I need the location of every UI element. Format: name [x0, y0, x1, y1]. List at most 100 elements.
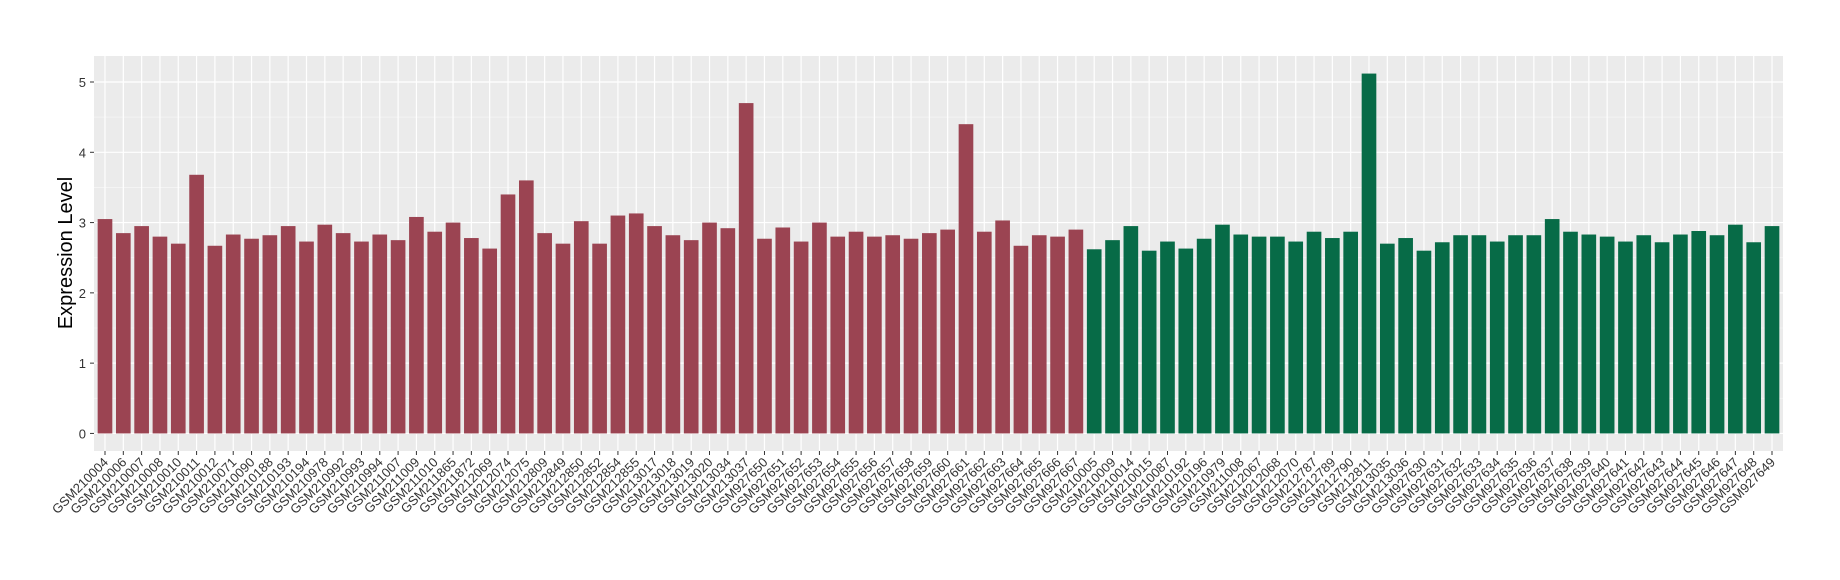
bar — [1544, 219, 1560, 434]
bar — [207, 245, 223, 434]
y-tick-label: 5 — [79, 75, 86, 90]
bar — [1233, 234, 1249, 434]
bar — [97, 219, 113, 434]
bar — [1270, 236, 1285, 434]
bar — [555, 243, 571, 434]
bar — [464, 238, 479, 434]
bar — [1673, 234, 1688, 434]
bar — [1215, 224, 1230, 434]
bar — [1343, 231, 1359, 434]
bar — [115, 233, 131, 434]
bar — [262, 235, 278, 434]
bar — [1691, 231, 1707, 434]
bar — [610, 215, 626, 434]
bar — [170, 243, 186, 434]
bar — [152, 236, 168, 434]
bar — [1031, 235, 1047, 434]
bar — [1563, 231, 1578, 434]
bar — [738, 103, 754, 434]
bar — [409, 216, 424, 434]
bar — [1178, 248, 1194, 434]
bar — [683, 240, 699, 434]
bar — [995, 220, 1010, 434]
bar — [958, 124, 974, 434]
bar — [922, 233, 937, 434]
bar — [1013, 245, 1029, 434]
bar — [1196, 238, 1212, 434]
bar — [1416, 250, 1432, 434]
bar — [1434, 242, 1450, 434]
bar — [134, 226, 149, 434]
bar — [1489, 241, 1505, 434]
bar — [1581, 234, 1597, 434]
bar — [647, 226, 662, 434]
bar — [500, 194, 516, 434]
bar — [1618, 241, 1633, 434]
bar — [354, 241, 369, 434]
bar — [1636, 235, 1652, 434]
y-axis-title: Expression Level — [55, 177, 77, 329]
bar — [280, 226, 296, 434]
y-tick-label: 3 — [79, 216, 86, 231]
bar — [665, 235, 681, 434]
bar — [976, 231, 992, 434]
bar — [848, 231, 864, 434]
bar — [1050, 236, 1065, 434]
bar — [335, 233, 351, 434]
bar — [830, 236, 846, 434]
bar — [317, 224, 333, 434]
bar — [445, 222, 461, 434]
bar — [1728, 224, 1743, 434]
bar — [1471, 235, 1487, 434]
y-tick-label: 4 — [79, 145, 86, 160]
bar — [225, 234, 241, 434]
bar — [482, 248, 498, 434]
bar — [1746, 242, 1762, 434]
bar — [1306, 231, 1322, 434]
bar — [1361, 73, 1377, 434]
bar — [793, 241, 809, 434]
bar — [812, 222, 827, 434]
y-tick-label: 0 — [79, 426, 86, 441]
bar — [1105, 240, 1120, 434]
bar — [1599, 236, 1615, 434]
bar — [940, 229, 955, 434]
bar — [1141, 250, 1157, 434]
bar — [1123, 226, 1139, 434]
bar — [537, 233, 552, 434]
bar — [1764, 226, 1780, 434]
bar — [244, 238, 259, 434]
y-tick-label: 1 — [79, 356, 86, 371]
bar — [372, 234, 388, 434]
bar — [592, 243, 607, 434]
bar — [1709, 235, 1725, 434]
bar — [518, 180, 534, 434]
bar — [903, 238, 919, 434]
bar — [885, 235, 901, 434]
bar — [189, 174, 204, 434]
bar — [1160, 241, 1175, 434]
bar — [702, 222, 717, 434]
bar — [867, 236, 882, 434]
bar — [1086, 249, 1102, 434]
bar — [1398, 238, 1413, 434]
bar — [573, 221, 589, 434]
bar — [1068, 229, 1084, 434]
bar — [720, 228, 736, 434]
bar — [1526, 235, 1542, 434]
bar — [628, 213, 644, 434]
bar — [1288, 241, 1304, 434]
bar — [1453, 235, 1468, 434]
bar — [1379, 243, 1395, 434]
y-tick-label: 2 — [79, 286, 86, 301]
bar — [390, 240, 406, 434]
bar — [1325, 238, 1340, 434]
bar — [1508, 235, 1523, 434]
bar — [1251, 236, 1267, 434]
bar — [775, 227, 791, 434]
bar — [757, 238, 772, 434]
bar — [1654, 242, 1670, 434]
bar — [427, 231, 443, 434]
bar — [299, 241, 314, 434]
